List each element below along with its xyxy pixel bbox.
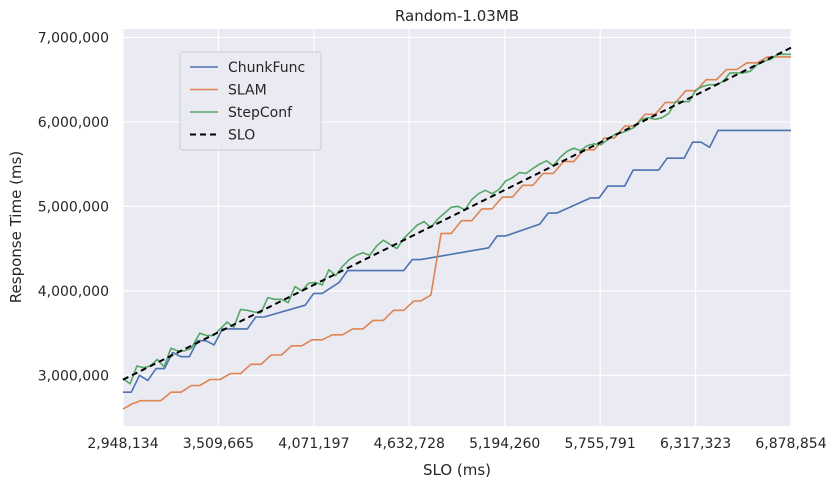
legend-label-stepconf: StepConf — [228, 105, 293, 121]
x-axis-ticks: 2,948,134 3,509,665 4,071,197 4,632,728 5,19… — [87, 436, 826, 452]
x-tick-label: 2,948,134 — [87, 436, 158, 452]
y-tick-label: 7,000,000 — [38, 30, 109, 46]
legend-label-slo: SLO — [228, 128, 255, 144]
y-axis-label: Response Time (ms) — [7, 151, 25, 303]
y-tick-label: 6,000,000 — [38, 115, 109, 131]
series-lines — [122, 46, 792, 410]
series-line-slo — [122, 46, 792, 381]
chart-title: Random-1.03MB — [395, 7, 519, 25]
y-axis-ticks: 3,000,000 4,000,000 5,000,000 6,000,000 7,00… — [38, 30, 109, 384]
legend-label-chunkfunc: ChunkFunc — [228, 60, 305, 76]
x-tick-label: 6,878,854 — [755, 436, 826, 452]
x-tick-label: 4,071,197 — [278, 436, 349, 452]
legend-box — [179, 51, 322, 151]
legend: ChunkFunc SLAM StepConf SLO — [179, 51, 322, 151]
x-tick-label: 4,632,728 — [374, 436, 445, 452]
x-tick-label: 5,755,791 — [565, 436, 636, 452]
legend-label-slam: SLAM — [228, 83, 267, 99]
x-tick-label: 6,317,323 — [660, 436, 731, 452]
series-line-chunkfunc — [123, 129, 791, 394]
x-tick-label: 5,194,260 — [469, 436, 540, 452]
y-tick-label: 4,000,000 — [38, 284, 109, 300]
y-tick-label: 5,000,000 — [38, 199, 109, 215]
x-axis-label: SLO (ms) — [423, 461, 491, 479]
y-tick-label: 3,000,000 — [38, 368, 109, 384]
x-tick-label: 3,509,665 — [183, 436, 254, 452]
